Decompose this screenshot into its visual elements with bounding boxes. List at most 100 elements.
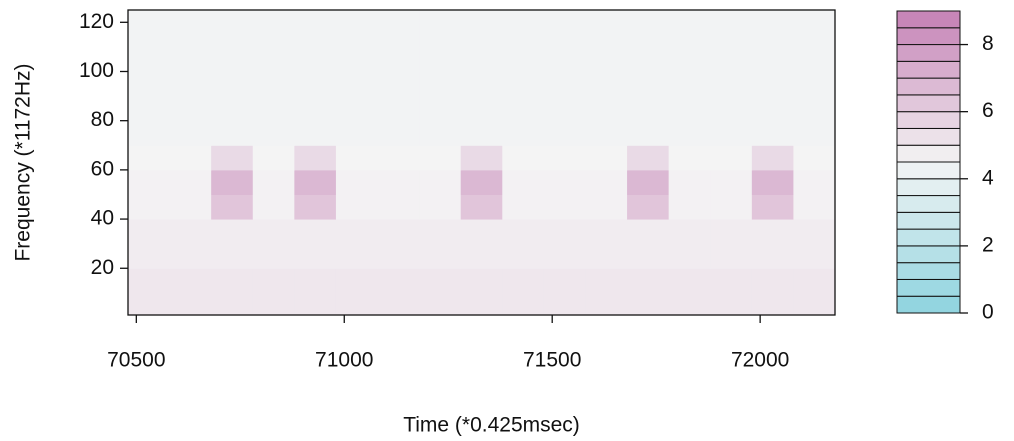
heatmap-cell — [585, 243, 628, 269]
heatmap-cell — [252, 268, 295, 294]
heatmap-cell — [377, 120, 420, 146]
x-tick-label: 71000 — [315, 349, 373, 372]
heatmap-cell — [419, 71, 462, 97]
heatmap-cell — [419, 194, 462, 220]
heatmap-cell — [294, 268, 337, 294]
heatmap-cell — [377, 96, 420, 122]
heatmap-cell — [169, 292, 212, 316]
heatmap-cell — [211, 120, 254, 146]
heatmap-cell — [710, 169, 753, 195]
heatmap-cell — [294, 194, 337, 220]
heatmap-cell — [335, 219, 379, 245]
heatmap-cell — [294, 292, 337, 316]
heatmap-cell — [211, 194, 254, 220]
heatmap-cell — [335, 96, 379, 122]
heatmap-cell — [252, 169, 295, 195]
heatmap-cell — [710, 219, 753, 245]
x-tick-label: 72000 — [731, 349, 789, 372]
heatmap-cell — [793, 22, 836, 48]
heatmap-cell — [668, 145, 711, 171]
heatmap-cell — [211, 219, 254, 245]
colorbar-box — [896, 278, 961, 297]
heatmap-cell — [460, 292, 503, 316]
colorbar-tick-label: 0 — [982, 301, 994, 324]
colorbar-tick-label: 4 — [982, 166, 994, 189]
heatmap-cell — [585, 292, 628, 316]
heatmap-cell — [252, 10, 295, 23]
heatmap-cell — [294, 10, 337, 23]
heatmap-cell — [585, 120, 628, 146]
heatmap-cell — [252, 120, 295, 146]
heatmap-cell — [419, 292, 462, 316]
heatmap-cell — [294, 96, 337, 122]
y-tick-label: 20 — [91, 256, 114, 279]
heatmap-cell — [710, 268, 753, 294]
colorbar-box — [896, 127, 961, 146]
heatmap-cell — [419, 10, 462, 23]
heatmap-cell — [627, 243, 670, 269]
heatmap-cell — [543, 219, 586, 245]
heatmap-cell — [460, 243, 503, 269]
heatmap-cell — [502, 145, 545, 171]
heatmap-cell — [377, 145, 420, 171]
heatmap-cell — [169, 22, 212, 48]
heatmap-cell — [751, 46, 794, 72]
heatmap-cell — [128, 10, 171, 23]
heatmap-cell — [793, 219, 836, 245]
heatmap-cell — [793, 243, 836, 269]
heatmap-cell — [252, 71, 295, 97]
heatmap-cell — [460, 96, 503, 122]
heatmap-cell — [377, 22, 420, 48]
heatmap-cell — [335, 120, 379, 146]
colorbar-box — [896, 245, 961, 264]
colorbar-box — [896, 111, 961, 129]
heatmap-cell — [294, 243, 337, 269]
heatmap-cell — [793, 169, 836, 195]
heatmap-cell — [335, 145, 379, 171]
heatmap-cell — [169, 219, 212, 245]
heatmap-cell — [543, 71, 586, 97]
heatmap-cell — [627, 46, 670, 72]
x-tick-label: 70500 — [107, 349, 165, 372]
heatmap-cell — [335, 22, 379, 48]
heatmap-cell — [710, 243, 753, 269]
y-axis-label: Frequency (*1172Hz) — [12, 63, 35, 261]
heatmap-cell — [668, 71, 711, 97]
heatmap-cell — [377, 243, 420, 269]
heatmap-cell — [793, 268, 836, 294]
heatmap-cell — [751, 268, 794, 294]
heatmap-cell — [668, 46, 711, 72]
heatmap-cell — [460, 268, 503, 294]
heatmap-cell — [585, 194, 628, 220]
heatmap-cell — [543, 292, 586, 316]
heatmap-cell — [419, 96, 462, 122]
heatmap-cell — [627, 292, 670, 316]
heatmap-cell — [543, 120, 586, 146]
heatmap-cell — [668, 243, 711, 269]
heatmap-cell — [211, 268, 254, 294]
heatmap-cell — [294, 71, 337, 97]
heatmap-cell — [793, 292, 836, 316]
heatmap-cell — [377, 194, 420, 220]
heatmap-cell — [543, 46, 586, 72]
heatmap-cell — [460, 71, 503, 97]
heatmap-cell — [627, 169, 670, 195]
heatmap-cell — [710, 145, 753, 171]
heatmap-cell — [502, 10, 545, 23]
heatmap-cell — [710, 194, 753, 220]
heatmap-cell — [335, 10, 379, 23]
heatmap-cell — [585, 96, 628, 122]
colorbar-box — [896, 178, 961, 197]
colorbar-box — [896, 228, 961, 247]
heatmap-cell — [211, 145, 254, 171]
y-tick-label: 60 — [91, 157, 114, 180]
heatmap-cell — [668, 194, 711, 220]
y-tick-label: 100 — [79, 59, 114, 82]
heatmap-cell — [377, 268, 420, 294]
heatmap-cell — [793, 145, 836, 171]
heatmap-cell — [751, 194, 794, 220]
heatmap-cell — [335, 268, 379, 294]
heatmap-cell — [668, 219, 711, 245]
heatmap-cell — [793, 10, 836, 23]
heatmap-cell — [543, 22, 586, 48]
